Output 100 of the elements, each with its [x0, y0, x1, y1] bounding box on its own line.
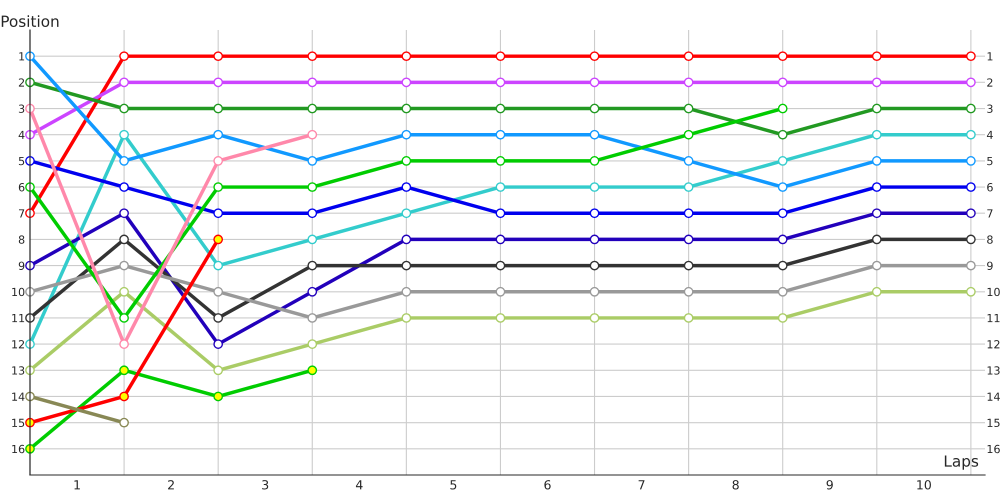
point [966, 286, 976, 297]
point [684, 313, 694, 323]
y2-tick-label: 13 [988, 366, 1000, 375]
point [119, 51, 129, 62]
point [778, 260, 788, 270]
point [496, 313, 506, 323]
x-axis-title: Laps [944, 455, 978, 470]
y2-tick-label: 3 [987, 104, 993, 113]
y-tick-label: 6 [18, 183, 24, 192]
point [778, 51, 788, 62]
y2-tick-label: 10 [988, 288, 1000, 296]
point [778, 156, 788, 166]
point [213, 77, 224, 88]
y2-tick-label: 5 [987, 157, 992, 166]
y-tick-label: 8 [18, 235, 24, 244]
y2-tick-label: 8 [987, 235, 993, 244]
point [872, 234, 882, 244]
x-tick-label: 2 [168, 480, 174, 490]
point [966, 260, 976, 270]
y2-tick-label: 2 [987, 78, 992, 87]
point [401, 104, 412, 114]
point [778, 313, 788, 323]
point [590, 286, 600, 297]
point [307, 313, 318, 323]
point [872, 156, 882, 166]
point [684, 260, 694, 270]
point [307, 260, 318, 270]
y-tick-label: 4 [18, 130, 25, 139]
point [213, 313, 224, 323]
point [496, 260, 506, 270]
x-tick-label: 10 [917, 480, 931, 490]
x-tick-label: 8 [732, 480, 739, 490]
y-axis-title: Position [2, 15, 58, 28]
point [213, 234, 224, 244]
y2-tick-label: 6 [987, 183, 993, 192]
y-tick-label: 11 [12, 314, 24, 322]
point [966, 77, 976, 88]
x-tick-label: 5 [450, 480, 456, 490]
point [119, 156, 129, 166]
point [119, 77, 129, 88]
y-tick-label: 10 [12, 288, 24, 296]
point [119, 339, 129, 349]
point [401, 51, 412, 62]
point [590, 182, 600, 192]
y2-tick-label: 1 [988, 52, 992, 60]
point [213, 260, 224, 270]
y-tick-label: 9 [18, 262, 24, 270]
point [119, 182, 129, 192]
point [496, 182, 506, 192]
y-tick-label: 7 [18, 209, 24, 218]
point [119, 208, 129, 218]
x-tick-label: 6 [544, 480, 551, 490]
point [213, 51, 224, 62]
point [872, 286, 882, 297]
point [401, 260, 412, 270]
point [119, 313, 129, 323]
y2-tick-label: 14 [988, 392, 1000, 401]
point [684, 234, 694, 244]
point [401, 182, 412, 192]
point [496, 286, 506, 297]
point [401, 77, 412, 88]
point [684, 104, 694, 114]
y-tick-label: 14 [12, 392, 25, 401]
point [401, 208, 412, 218]
point [778, 130, 788, 140]
y2-tick-label: 12 [988, 340, 1000, 348]
point [496, 234, 506, 244]
x-tick-label: 1 [74, 480, 80, 490]
x-tick-label: 7 [638, 480, 644, 490]
point [496, 77, 506, 88]
point [872, 77, 882, 88]
point [119, 130, 129, 140]
point [590, 260, 600, 270]
point [872, 182, 882, 192]
point [307, 104, 318, 114]
point [496, 130, 506, 140]
point [590, 156, 600, 166]
x-tick-label: 4 [356, 480, 363, 490]
point [119, 392, 129, 402]
point [684, 130, 694, 140]
y-tick-label: 13 [12, 366, 24, 375]
point [119, 260, 129, 270]
y2-tick-label: 11 [988, 314, 1000, 322]
y2-tick-label: 16 [988, 444, 1000, 454]
point [401, 313, 412, 323]
y2-tick-label: 15 [988, 418, 1000, 428]
y2-tick-label: 4 [986, 130, 993, 139]
point [307, 182, 318, 192]
y2-tick-label: 9 [987, 262, 993, 270]
y-tick-label: 15 [12, 418, 24, 428]
x-tick-label: 3 [262, 480, 268, 490]
point [401, 286, 412, 297]
point [590, 313, 600, 323]
point [496, 208, 506, 218]
point [966, 104, 976, 114]
point [590, 130, 600, 140]
point [966, 182, 976, 192]
point [213, 339, 224, 349]
point [307, 339, 318, 349]
point [307, 156, 318, 166]
